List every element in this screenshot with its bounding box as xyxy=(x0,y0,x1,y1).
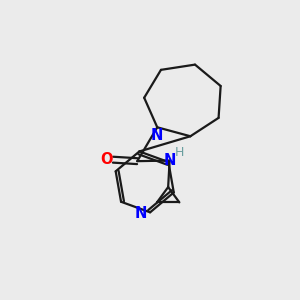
Text: N: N xyxy=(135,206,148,221)
Text: N: N xyxy=(151,128,164,143)
Text: O: O xyxy=(100,152,113,167)
Text: N: N xyxy=(164,153,176,168)
Text: H: H xyxy=(175,146,184,159)
